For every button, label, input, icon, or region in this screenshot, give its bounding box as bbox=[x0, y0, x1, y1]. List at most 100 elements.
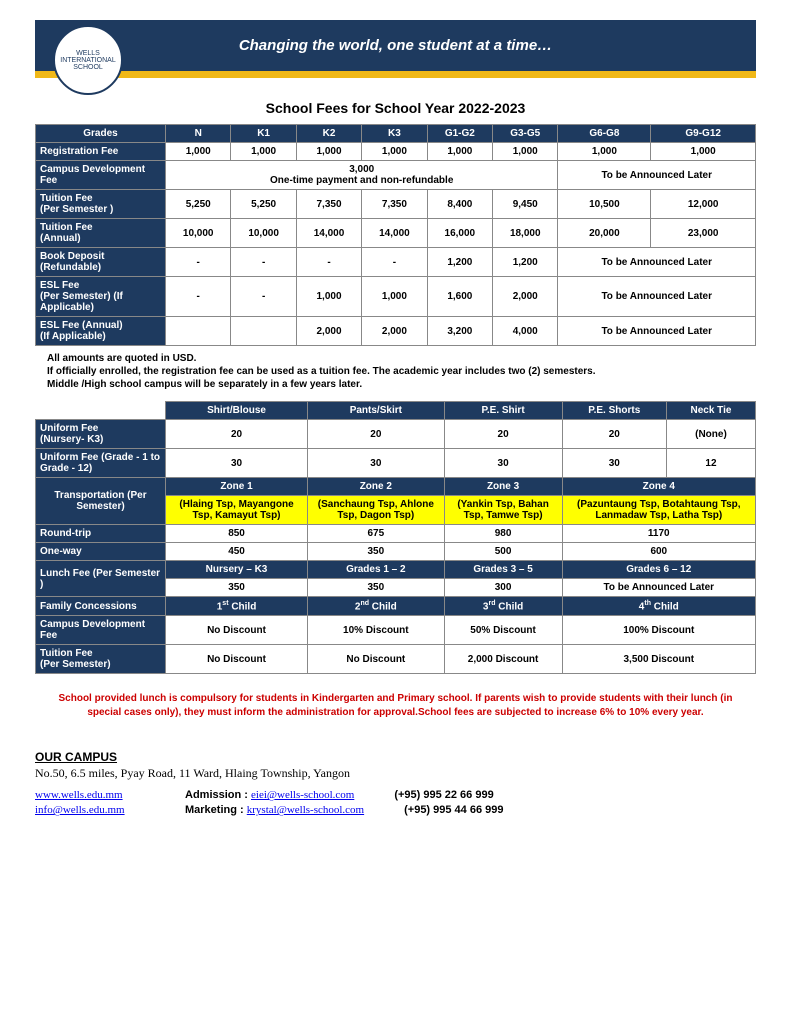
cell: 16,000 bbox=[427, 219, 492, 248]
label-lunch: Lunch Fee (Per Semester ) bbox=[36, 561, 166, 597]
campus-address: No.50, 6.5 miles, Pyay Road, 11 Ward, Hl… bbox=[35, 766, 756, 781]
row-esl-annual: ESL Fee (Annual) (If Applicable) 2,000 2… bbox=[36, 317, 756, 346]
lunch-hd-0: Nursery – K3 bbox=[166, 561, 308, 579]
cell bbox=[231, 317, 296, 346]
cell: 10,500 bbox=[558, 190, 651, 219]
cell: 350 bbox=[308, 543, 445, 561]
col-grades: Grades bbox=[36, 125, 166, 143]
cell: 1,000 bbox=[362, 143, 427, 161]
cell-tba: To be Announced Later bbox=[558, 277, 756, 317]
zone4-desc: (Pazuntaung Tsp, Botahtaung Tsp, Lanmada… bbox=[562, 496, 755, 525]
cell: 30 bbox=[444, 449, 562, 478]
cell: 30 bbox=[562, 449, 666, 478]
zone2-desc: (Sanchaung Tsp, Ahlone Tsp, Dagon Tsp) bbox=[308, 496, 445, 525]
cell: 2,000 bbox=[362, 317, 427, 346]
label-esl-annual: ESL Fee (Annual) (If Applicable) bbox=[36, 317, 166, 346]
cell: No Discount bbox=[166, 616, 308, 645]
cell-campus-tba: To be Announced Later bbox=[558, 161, 756, 190]
campus-amount: 3,000 bbox=[349, 164, 374, 175]
row-esl-sem: ESL Fee (Per Semester) (If Applicable) -… bbox=[36, 277, 756, 317]
label-oneway: One-way bbox=[36, 543, 166, 561]
label-book-deposit: Book Deposit (Refundable) bbox=[36, 248, 166, 277]
marketing-email-link[interactable]: krystal@wells-school.com bbox=[247, 804, 364, 816]
col-g9g12: G9-G12 bbox=[651, 125, 756, 143]
label-uniform-g1g12: Uniform Fee (Grade - 1 to Grade - 12) bbox=[36, 449, 166, 478]
cell-tba: To be Announced Later bbox=[558, 317, 756, 346]
cell: No Discount bbox=[308, 645, 445, 674]
cell: 1,000 bbox=[558, 143, 651, 161]
page-title: School Fees for School Year 2022-2023 bbox=[35, 100, 756, 116]
row-tuition-annual: Tuition Fee (Annual) 10,000 10,000 14,00… bbox=[36, 219, 756, 248]
cell: 7,350 bbox=[296, 190, 361, 219]
admission-label: Admission : bbox=[185, 789, 248, 801]
cell: 14,000 bbox=[296, 219, 361, 248]
marketing-phone: (+95) 995 44 66 999 bbox=[404, 804, 503, 816]
col-k2: K2 bbox=[296, 125, 361, 143]
cell: 3,500 Discount bbox=[562, 645, 755, 674]
child-3: 3rd Child bbox=[444, 597, 562, 616]
cell: 5,250 bbox=[166, 190, 231, 219]
col-g1g2: G1-G2 bbox=[427, 125, 492, 143]
cell: 1,200 bbox=[427, 248, 492, 277]
cell: To be Announced Later bbox=[562, 579, 755, 597]
uniform-header-row: Shirt/Blouse Pants/Skirt P.E. Shirt P.E.… bbox=[36, 402, 756, 420]
row-oneway: One-way 450 350 500 600 bbox=[36, 543, 756, 561]
admission-block: Admission : eiei@wells-school.com bbox=[185, 789, 354, 801]
cell: 1,000 bbox=[296, 277, 361, 317]
cell: 10% Discount bbox=[308, 616, 445, 645]
cell bbox=[166, 317, 231, 346]
info-email-link[interactable]: info@wells.edu.mm bbox=[35, 804, 145, 816]
page: WELLS INTERNATIONAL SCHOOL Changing the … bbox=[0, 0, 791, 849]
note-line: If officially enrolled, the registration… bbox=[47, 365, 756, 378]
col-pants: Pants/Skirt bbox=[308, 402, 445, 420]
contact-row-1: www.wells.edu.mm Admission : eiei@wells-… bbox=[35, 789, 756, 801]
cell: 14,000 bbox=[362, 219, 427, 248]
cell: 675 bbox=[308, 525, 445, 543]
cell: 2,000 bbox=[296, 317, 361, 346]
cell: 450 bbox=[166, 543, 308, 561]
cell: 12 bbox=[666, 449, 755, 478]
note-line: Middle /High school campus will be separ… bbox=[47, 378, 756, 391]
fees-header-row: Grades N K1 K2 K3 G1-G2 G3-G5 G6-G8 G9-G… bbox=[36, 125, 756, 143]
row-campus-dev: Campus Development Fee 3,000 One-time pa… bbox=[36, 161, 756, 190]
secondary-table: Shirt/Blouse Pants/Skirt P.E. Shirt P.E.… bbox=[35, 401, 756, 674]
cell: 100% Discount bbox=[562, 616, 755, 645]
col-pe-shirt: P.E. Shirt bbox=[444, 402, 562, 420]
zone1-hd: Zone 1 bbox=[166, 478, 308, 496]
zone-header-row: Transportation (Per Semester) Zone 1 Zon… bbox=[36, 478, 756, 496]
cell: No Discount bbox=[166, 645, 308, 674]
cell: 20 bbox=[562, 420, 666, 449]
label-roundtrip: Round-trip bbox=[36, 525, 166, 543]
cell: 10,000 bbox=[231, 219, 296, 248]
cell: 8,400 bbox=[427, 190, 492, 219]
label-conc-tuition: Tuition Fee (Per Semester) bbox=[36, 645, 166, 674]
row-roundtrip: Round-trip 850 675 980 1170 bbox=[36, 525, 756, 543]
col-necktie: Neck Tie bbox=[666, 402, 755, 420]
tagline: Changing the world, one student at a tim… bbox=[239, 37, 552, 62]
school-logo: WELLS INTERNATIONAL SCHOOL bbox=[53, 25, 123, 95]
cell: 1,000 bbox=[427, 143, 492, 161]
label-concessions: Family Concessions bbox=[36, 597, 166, 616]
row-tuition-sem: Tuition Fee (Per Semester ) 5,250 5,250 … bbox=[36, 190, 756, 219]
admission-email-link[interactable]: eiei@wells-school.com bbox=[251, 789, 354, 801]
label-uniform-nk3: Uniform Fee (Nursery- K3) bbox=[36, 420, 166, 449]
cell-tba: To be Announced Later bbox=[558, 248, 756, 277]
cell: 1170 bbox=[562, 525, 755, 543]
cell: 9,450 bbox=[493, 190, 558, 219]
cell: 1,600 bbox=[427, 277, 492, 317]
label-transportation: Transportation (Per Semester) bbox=[36, 478, 166, 525]
concessions-header-row: Family Concessions 1st Child 2nd Child 3… bbox=[36, 597, 756, 616]
notes-block: All amounts are quoted in USD. If offici… bbox=[47, 352, 756, 391]
zone2-hd: Zone 2 bbox=[308, 478, 445, 496]
cell: - bbox=[362, 248, 427, 277]
col-n: N bbox=[166, 125, 231, 143]
cell: 850 bbox=[166, 525, 308, 543]
label-registration: Registration Fee bbox=[36, 143, 166, 161]
cell: 30 bbox=[308, 449, 445, 478]
note-line: All amounts are quoted in USD. bbox=[47, 352, 756, 365]
col-shirt: Shirt/Blouse bbox=[166, 402, 308, 420]
col-k1: K1 bbox=[231, 125, 296, 143]
cell: - bbox=[231, 277, 296, 317]
header-banner: WELLS INTERNATIONAL SCHOOL Changing the … bbox=[35, 20, 756, 78]
website-link[interactable]: www.wells.edu.mm bbox=[35, 789, 145, 801]
